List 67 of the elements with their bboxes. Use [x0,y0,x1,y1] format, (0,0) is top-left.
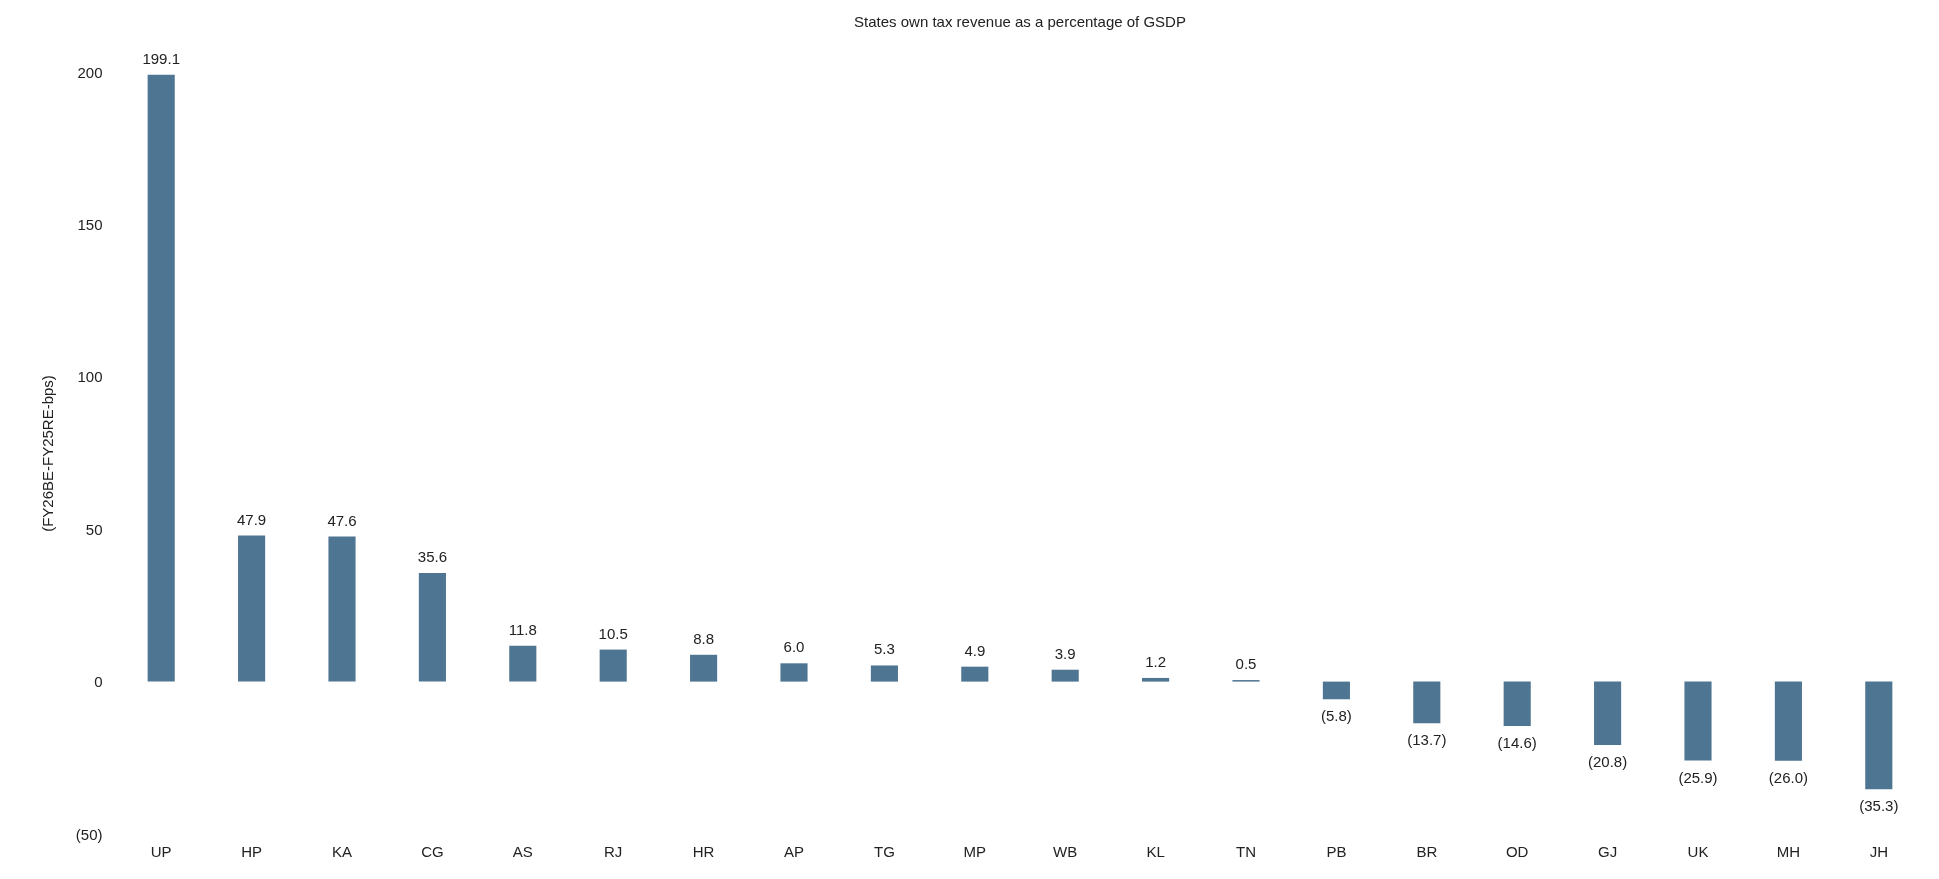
bar [1865,681,1893,790]
data-label: 1.2 [1145,652,1167,670]
x-tick-label: MH [1776,842,1801,860]
bar [1051,669,1079,682]
x-tick-label: OD [1505,842,1529,860]
x-tick-label: AP [783,842,805,860]
x-tick-label: PB [1326,842,1347,860]
y-tick-label: 150 [77,215,103,233]
bar [870,665,898,682]
data-label: 5.3 [873,640,895,658]
data-label: (14.6) [1497,734,1537,752]
x-tick-label: JH [1869,842,1888,860]
data-label: 0.5 [1235,655,1257,673]
bar [418,573,446,682]
y-tick-label: 0 [94,673,103,691]
data-label: 47.9 [237,510,267,528]
data-label: (20.8) [1588,753,1628,770]
bar [780,663,808,682]
x-tick-label: TG [873,842,895,860]
data-label: 4.9 [964,641,986,659]
data-label: (5.8) [1320,707,1352,725]
bar [147,74,175,682]
data-label: 35.6 [417,548,447,566]
x-tick-label: CG [421,842,444,860]
x-tick-label: WB [1053,842,1078,860]
x-tick-label: KA [331,842,353,860]
x-tick-label: TN [1236,842,1256,860]
y-tick-label: 100 [77,368,103,386]
x-tick-label: MP [963,842,987,860]
bar [1322,681,1350,700]
data-label: (13.7) [1407,731,1447,749]
y-axis-title: (FY26BE-FY25RE-bps) [38,375,56,532]
bar [599,649,627,682]
bar [1594,681,1622,745]
data-label: 8.8 [693,629,715,647]
bar [690,654,718,682]
y-tick-label: 200 [77,63,103,81]
data-label: (25.9) [1678,768,1718,786]
chart-title: States own tax revenue as a percentage of GSDP [854,12,1186,30]
bar [1413,681,1441,724]
data-label: 11.8 [508,620,537,638]
bar [328,536,356,682]
data-label: 6.0 [783,638,805,656]
x-tick-label: UK [1687,842,1709,860]
x-tick-label: AS [512,842,533,860]
bar [1503,681,1531,727]
data-label: 199.1 [142,49,180,67]
x-tick-label: KL [1146,842,1165,860]
y-tick-label: (50) [75,825,103,843]
data-label: 47.6 [327,511,357,529]
bar [1774,681,1802,761]
bar [238,535,266,682]
data-label: (26.0) [1768,768,1808,786]
x-tick-label: HR [692,842,715,860]
bar [1142,677,1170,682]
data-label: (35.3) [1859,797,1899,815]
y-tick-label: 50 [85,520,103,538]
bar [509,645,537,682]
data-label: 10.5 [598,624,628,642]
data-label: 3.9 [1054,644,1076,662]
bar [1684,681,1712,761]
x-tick-label: UP [150,842,172,860]
x-tick-label: HP [241,842,263,860]
x-tick-label: GJ [1598,842,1618,860]
x-tick-label: RJ [604,842,623,860]
bar [961,666,989,682]
x-tick-label: BR [1416,842,1438,860]
